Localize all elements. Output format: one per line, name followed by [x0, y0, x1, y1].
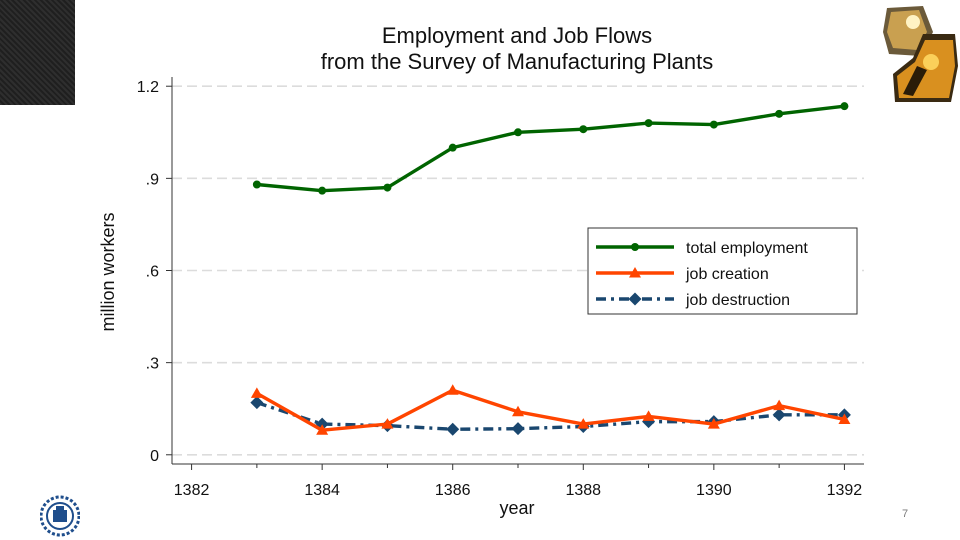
data-point-total-employment [514, 128, 522, 137]
data-point-job-destruction [250, 396, 264, 410]
data-point-total-employment [644, 119, 653, 128]
corner-decoration [0, 0, 75, 105]
data-point-job-creation [707, 418, 720, 429]
chart-frame: Employment and Job Flows from the Survey… [75, 0, 880, 540]
data-point-total-employment [383, 183, 392, 192]
x-tick-label: 1392 [827, 482, 863, 499]
line-chart: Employment and Job Flows from the Survey… [98, 23, 864, 518]
legend-marker-total-employment [631, 243, 639, 251]
data-point-job-creation [577, 418, 590, 429]
legend-label-total-employment: total employment [686, 240, 808, 257]
x-tick-label: 1382 [174, 482, 210, 499]
y-tick-label: .6 [146, 264, 159, 281]
data-point-job-creation [316, 424, 329, 435]
y-tick-label: .9 [146, 171, 159, 188]
y-axis-label: million workers [98, 212, 118, 331]
chart-title: Employment and Job Flows [382, 23, 652, 48]
legend-items: total employment job creation job destruct… [596, 240, 808, 309]
data-point-total-employment [448, 143, 457, 152]
series-layer [250, 102, 851, 436]
y-tick-labels: 0 .3 .6 .9 1.2 [137, 79, 159, 465]
y-tick-label: 0 [150, 448, 159, 465]
series-line-job-creation [256, 388, 845, 432]
data-point-job-destruction [772, 408, 786, 422]
chart-subtitle: from the Survey of Manufacturing Plants [321, 49, 714, 74]
axes [166, 77, 864, 470]
page-number: 7 [901, 508, 909, 520]
data-point-total-employment [775, 109, 784, 118]
data-point-job-creation [446, 384, 459, 395]
legend-label-job-creation: job creation [685, 266, 769, 283]
data-point-job-destruction [511, 422, 525, 436]
series-line-total-employment [256, 104, 845, 193]
legend: total employment job creation job destruct… [587, 227, 858, 315]
data-point-total-employment [318, 186, 327, 195]
data-point-job-creation [773, 399, 786, 411]
university-seal-icon [40, 495, 80, 537]
data-point-total-employment [840, 102, 849, 111]
data-point-total-employment [579, 125, 588, 134]
x-tick-labels: 1382 1384 1386 1388 1390 1392 [174, 482, 863, 499]
header-photos [883, 4, 958, 104]
legend-marker-job-creation [629, 267, 641, 278]
legend-marker-job-destruction [628, 292, 642, 306]
data-point-total-employment [252, 180, 261, 189]
welding-photo-icon [883, 6, 958, 102]
data-point-total-employment [709, 120, 718, 129]
series-line-job-destruction [256, 400, 845, 431]
data-point-job-creation [838, 413, 851, 424]
data-point-job-creation [381, 418, 394, 429]
data-point-job-creation [642, 410, 655, 421]
legend-label-job-destruction: job destruction [685, 292, 790, 309]
y-tick-label: .3 [146, 356, 159, 373]
series-total-employment [252, 102, 849, 195]
data-point-job-destruction [446, 422, 460, 436]
data-point-job-creation [250, 387, 263, 398]
series-job-creation [250, 384, 851, 435]
x-tick-label: 1388 [565, 482, 601, 499]
x-tick-label: 1390 [696, 482, 732, 499]
x-tick-label: 1384 [304, 482, 340, 499]
y-tick-label: 1.2 [137, 79, 159, 96]
gridlines [172, 85, 864, 456]
university-logo [40, 486, 80, 540]
data-point-job-creation [512, 405, 524, 417]
x-axis-label: year [499, 498, 534, 518]
x-tick-label: 1386 [435, 482, 471, 499]
